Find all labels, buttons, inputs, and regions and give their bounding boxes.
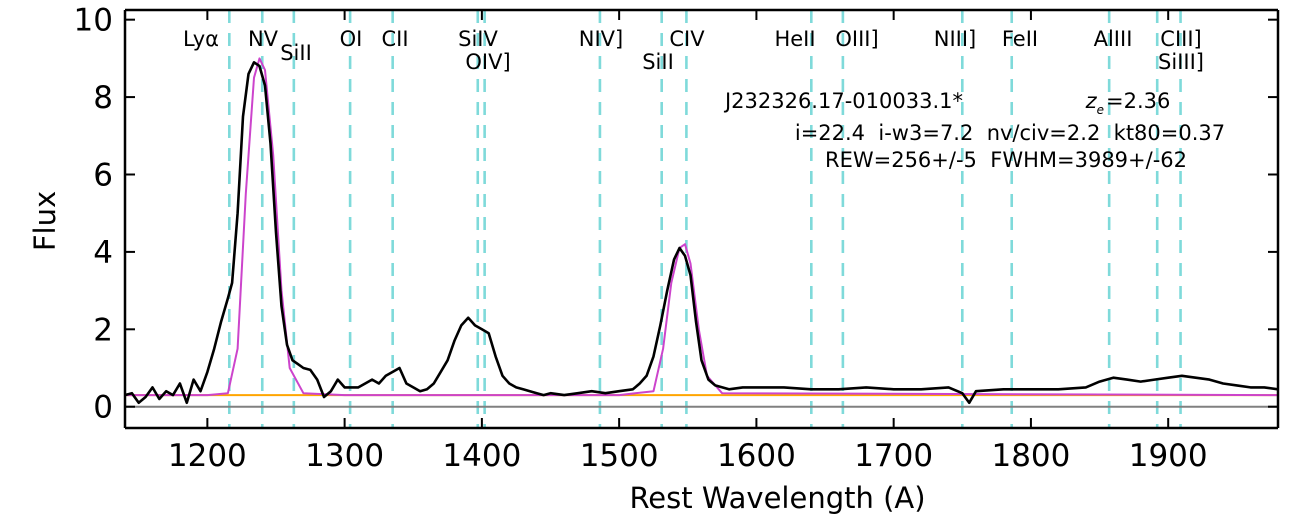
emission-line-label: CII [381,27,408,51]
emission-line-label: CIV [669,27,705,51]
emission-line-label: AlIII [1094,27,1133,51]
x-tick-label: 1900 [1129,438,1208,474]
emission-line-markers [228,10,1182,428]
x-tick-label: 1800 [991,438,1070,474]
y-tick-label: 10 [74,3,113,39]
emission-line-label: OI [340,27,363,51]
series-group [125,57,1278,408]
emission-line-label: OIV] [465,50,510,74]
x-tick-label: 1600 [717,438,796,474]
emission-line-label: CIII] [1160,27,1201,51]
emission-line-label: FeII [1002,27,1038,51]
x-tick-label: 1400 [442,438,521,474]
object-name: J232326.17-010033.1* [723,89,963,113]
spectrum-line [125,61,1278,405]
x-tick-label: 1200 [168,438,247,474]
x-axis-title: Rest Wavelength (A) [629,481,925,515]
info-block: J232326.17-010033.1* ze =2.36 i=22.4 i-w… [723,89,1225,172]
emission-line-label: OIII] [835,27,878,51]
emission-line-label: Lyα [183,27,219,51]
emission-line-label: NV [248,27,279,51]
emission-line-label: SiIV [458,27,498,51]
redshift-value: =2.36 [1106,89,1170,113]
emission-line-label: SiII [280,41,312,65]
y-axis-title: Flux [28,191,62,251]
x-tick-label: 1700 [854,438,933,474]
x-tick-label: 1300 [305,438,384,474]
y-tick-label: 8 [93,80,113,116]
y-tick-label: 4 [93,235,113,271]
y-tick-label: 2 [93,312,113,348]
y-tick-label: 0 [93,390,113,426]
emission-line-label: SiIII] [1158,50,1204,74]
info-line-2: i=22.4 i-w3=7.2 nv/civ=2.2 kt80=0.37 [795,121,1225,145]
y-tick-label: 6 [93,157,113,193]
emission-line-label: HeII [774,27,815,51]
redshift-label: ze [1085,89,1104,117]
info-line-3: REW=256+/-5 FWHM=3989+/-62 [825,148,1187,172]
emission-line-label: NIII] [934,27,976,51]
x-tick-label: 1500 [580,438,659,474]
emission-line-label: NIV] [579,27,623,51]
emission-line-label: SiII [642,50,674,74]
